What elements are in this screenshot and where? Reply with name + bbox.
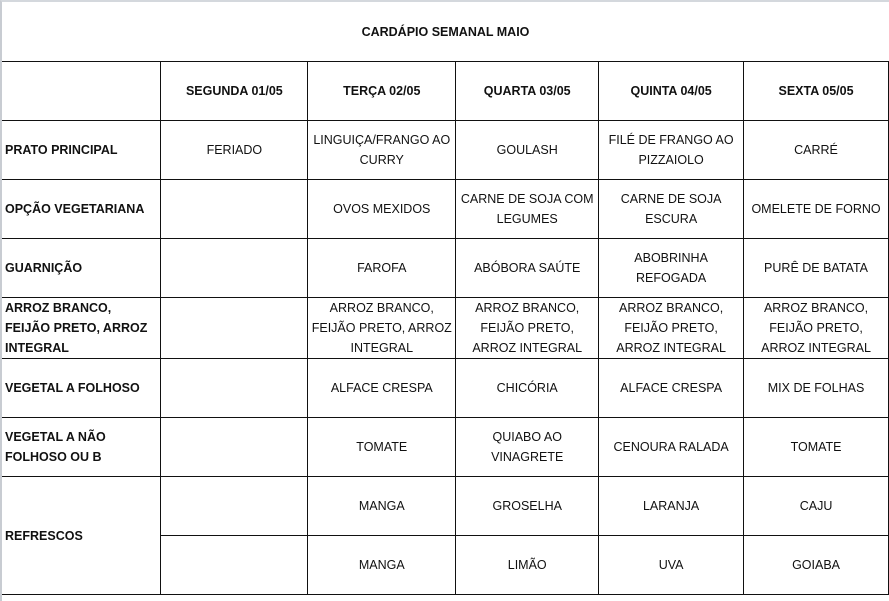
table-row-refrescos: REFRESCOS MANGA GROSELHA LARANJA CAJU [2, 476, 889, 595]
table-row: VEGETAL A FOLHOSO ALFACE CRESPA CHICÓRIA AL… [2, 358, 889, 418]
menu-cell: ABOBRINHA REFOGADA [598, 238, 745, 298]
table-row: PRATO PRINCIPAL FERIADO LINGUIÇA/FRANGO AO… [2, 120, 889, 180]
menu-cell: LINGUIÇA/FRANGO AO CURRY [307, 120, 457, 180]
menu-cell: TOMATE [307, 417, 457, 477]
menu-cell [160, 476, 309, 536]
menu-table: SEGUNDA 01/05 TERÇA 02/05 QUARTA 03/05 QUIN… [2, 61, 889, 595]
day-header: SEXTA 05/05 [743, 61, 889, 121]
menu-cell: ABÓBORA SAÚTE [455, 238, 600, 298]
menu-cell [160, 238, 309, 298]
menu-cell: MANGA [307, 535, 457, 595]
row-label: PRATO PRINCIPAL [2, 120, 162, 180]
menu-cell: LARANJA [598, 476, 745, 536]
menu-cell [160, 179, 309, 239]
row-label: ARROZ BRANCO, FEIJÃO PRETO, ARROZ INTEGR… [2, 297, 162, 359]
table-row: ARROZ BRANCO, FEIJÃO PRETO, ARROZ INTEGR… [2, 297, 889, 359]
menu-cell: CHICÓRIA [455, 358, 600, 418]
row-label: VEGETAL A NÃO FOLHOSO OU B [2, 417, 162, 477]
table-row-refrescos: MANGA LIMÃO UVA GOIABA [2, 535, 889, 595]
menu-cell: ARROZ BRANCO, FEIJÃO PRETO, ARROZ INTEGR… [455, 297, 600, 359]
menu-cell: TOMATE [743, 417, 889, 477]
menu-cell: ALFACE CRESPA [307, 358, 457, 418]
menu-cell: ARROZ BRANCO, FEIJÃO PRETO, ARROZ INTEGR… [307, 297, 457, 359]
menu-cell [160, 297, 309, 359]
menu-cell: OVOS MEXIDOS [307, 179, 457, 239]
menu-cell: MANGA [307, 476, 457, 536]
menu-cell: CARNE DE SOJA COM LEGUMES [455, 179, 600, 239]
day-header: QUINTA 04/05 [598, 61, 745, 121]
day-header: QUARTA 03/05 [455, 61, 600, 121]
menu-cell: OMELETE DE FORNO [743, 179, 889, 239]
row-label: GUARNIÇÃO [2, 238, 162, 298]
corner-cell [2, 61, 162, 121]
table-row: GUARNIÇÃO FAROFA ABÓBORA SAÚTE ABOBRINHA RE… [2, 238, 889, 298]
menu-cell: QUIABO AO VINAGRETE [455, 417, 600, 477]
row-label: OPÇÃO VEGETARIANA [2, 179, 162, 239]
menu-cell: FILÉ DE FRANGO AO PIZZAIOLO [598, 120, 745, 180]
menu-cell [160, 535, 309, 595]
menu-cell [160, 358, 309, 418]
menu-cell: UVA [598, 535, 745, 595]
menu-cell [160, 417, 309, 477]
menu-cell: CARNE DE SOJA ESCURA [598, 179, 745, 239]
menu-cell: CENOURA RALADA [598, 417, 745, 477]
table-row: VEGETAL A NÃO FOLHOSO OU B TOMATE QUIABO A… [2, 417, 889, 477]
menu-cell: GOIABA [743, 535, 889, 595]
menu-cell: CAJU [743, 476, 889, 536]
menu-cell: FERIADO [160, 120, 309, 180]
menu-cell: ARROZ BRANCO, FEIJÃO PRETO, ARROZ INTEGR… [743, 297, 889, 359]
menu-cell: CARRÉ [743, 120, 889, 180]
menu-cell: PURÊ DE BATATA [743, 238, 889, 298]
row-label: REFRESCOS [2, 476, 162, 595]
row-label: VEGETAL A FOLHOSO [2, 358, 162, 418]
menu-cell: ALFACE CRESPA [598, 358, 745, 418]
day-header: TERÇA 02/05 [307, 61, 457, 121]
table-row: OPÇÃO VEGETARIANA OVOS MEXIDOS CARNE DE SO… [2, 179, 889, 239]
menu-cell: MIX DE FOLHAS [743, 358, 889, 418]
menu-cell: GROSELHA [455, 476, 600, 536]
menu-cell: GOULASH [455, 120, 600, 180]
header-row: SEGUNDA 01/05 TERÇA 02/05 QUARTA 03/05 QUIN… [2, 61, 889, 121]
menu-title: CARDÁPIO SEMANAL MAIO [361, 25, 530, 39]
day-header: SEGUNDA 01/05 [160, 61, 309, 121]
menu-cell: FAROFA [307, 238, 457, 298]
menu-cell: LIMÃO [455, 535, 600, 595]
menu-cell: ARROZ BRANCO, FEIJÃO PRETO, ARROZ INTEGR… [598, 297, 745, 359]
